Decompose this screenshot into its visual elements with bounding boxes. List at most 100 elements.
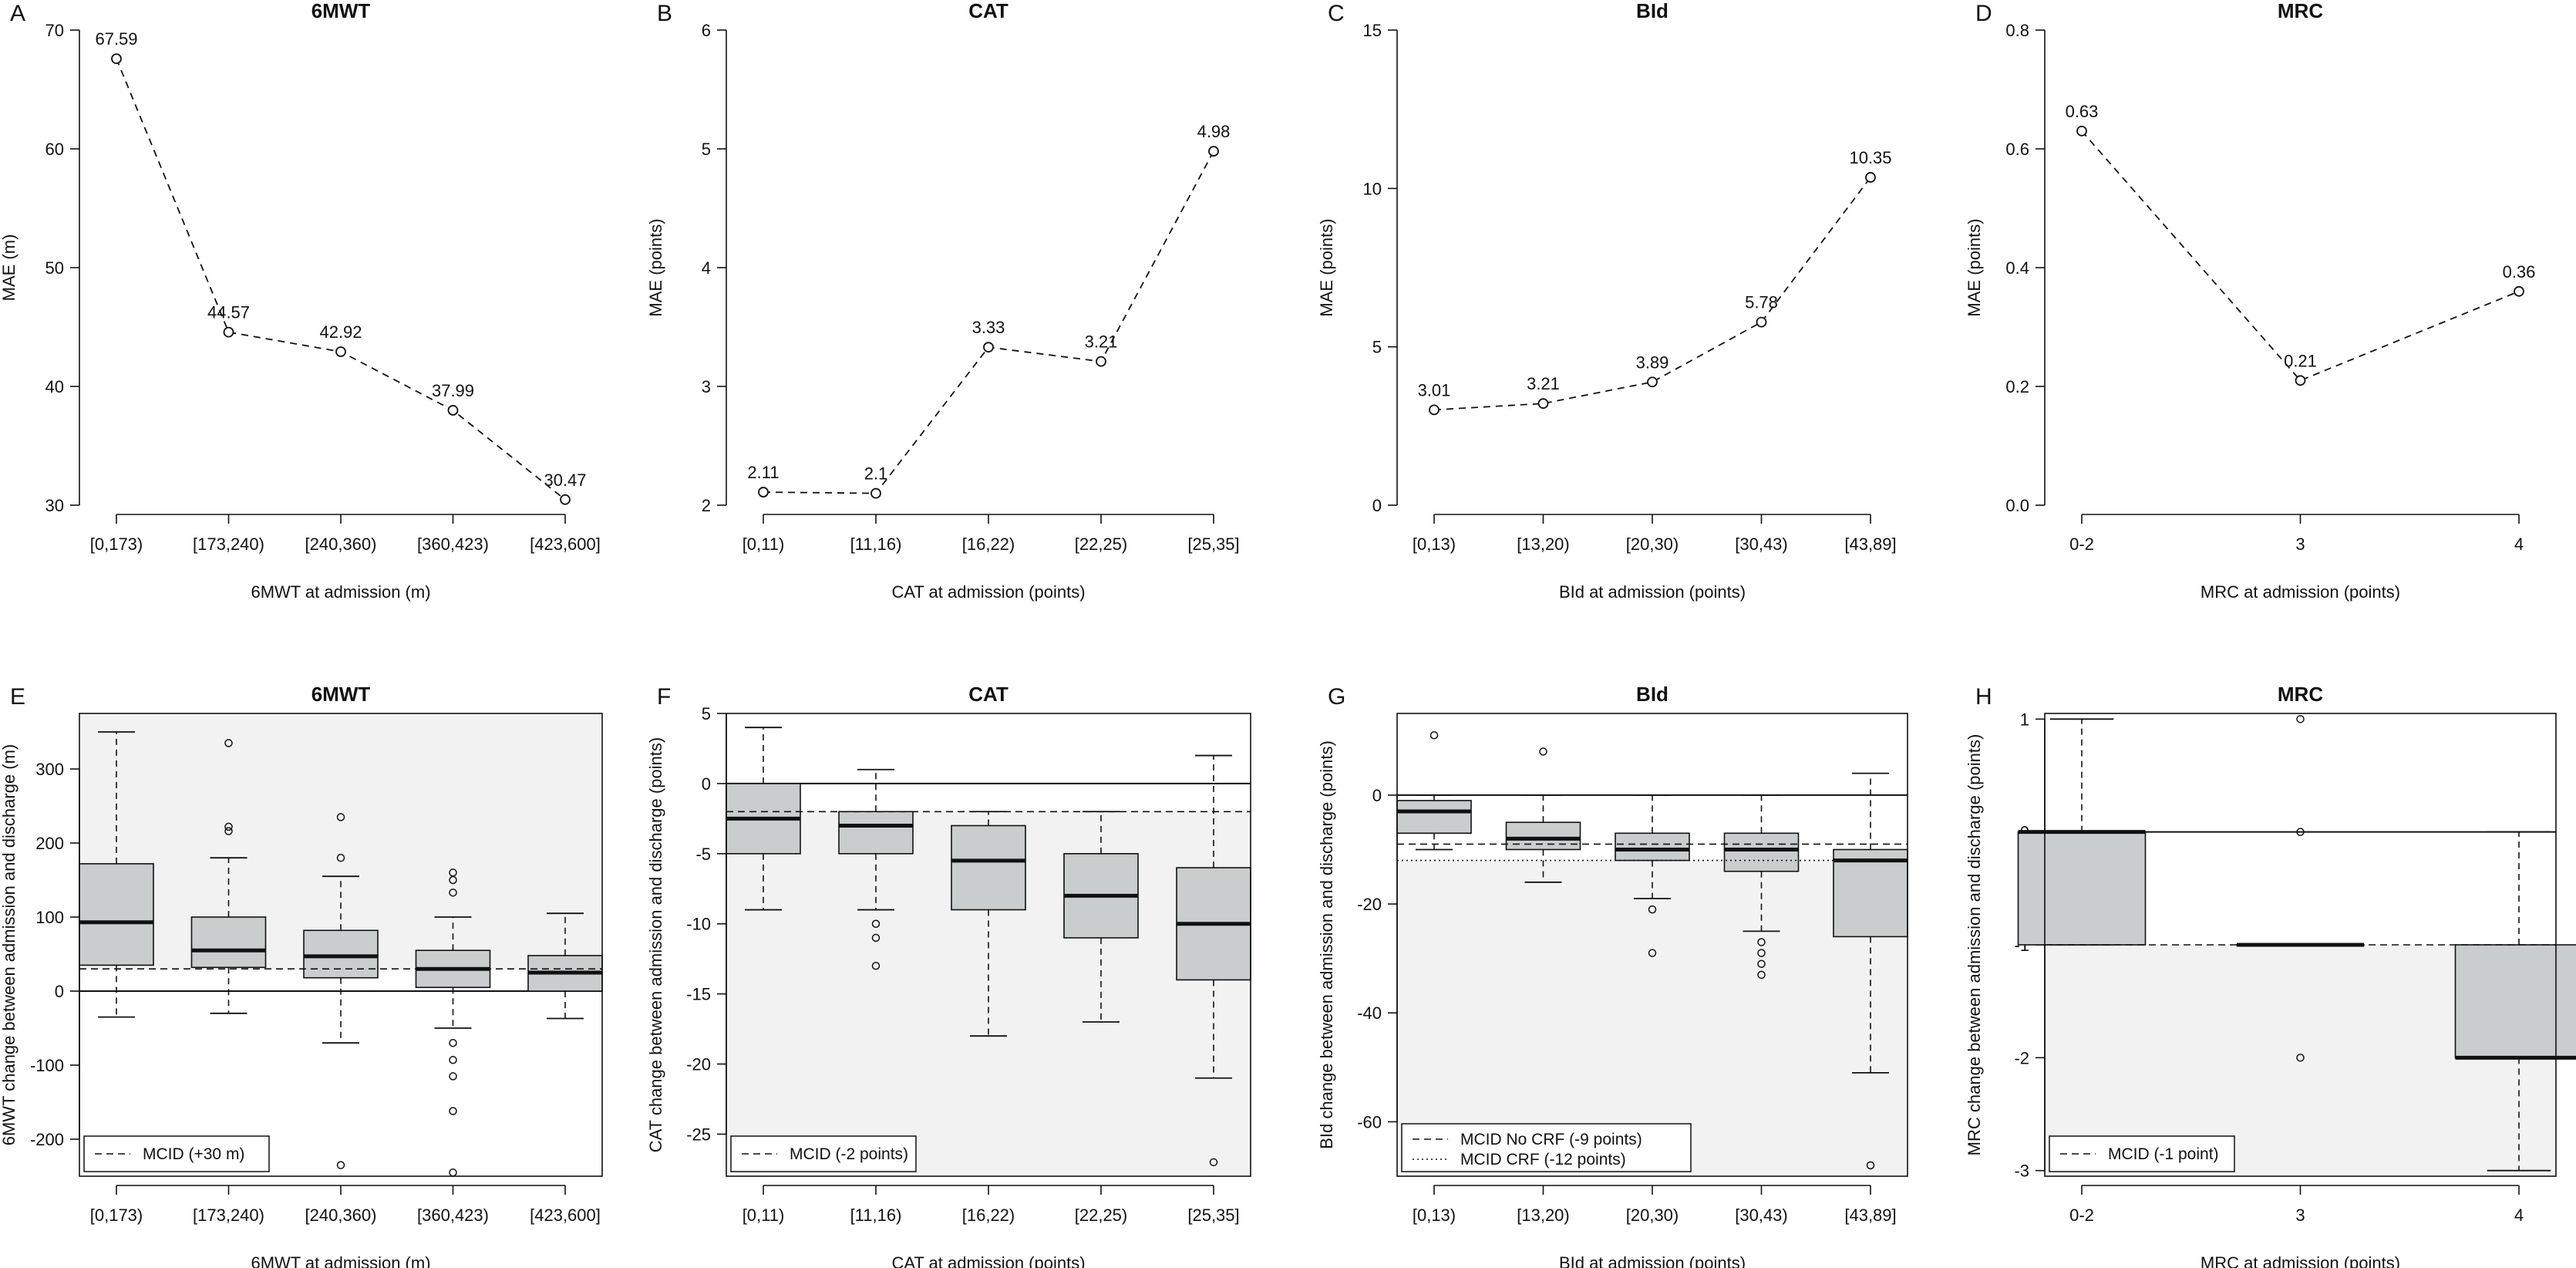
y-axis: 0.0 0.2 0.4 0.6 0.8 <box>2005 21 2046 515</box>
data-label: 44.57 <box>207 303 250 322</box>
y-tick-label: -200 <box>30 1130 64 1149</box>
outlier-point <box>1757 938 1766 946</box>
panel-title: BId <box>1636 0 1669 22</box>
x-tick-label: [423,600] <box>530 535 601 554</box>
outlier-point <box>2296 828 2305 836</box>
y-tick-label: 300 <box>35 760 64 779</box>
data-point <box>2514 285 2524 297</box>
panel-letter: C <box>1328 1 1345 26</box>
panel-letter: H <box>1975 684 1992 710</box>
outlier-point <box>336 853 345 862</box>
panel-d: D MRC 0.0 0.2 0.4 0.6 0.8 MAE (points) 0-2 3 4 MRC … <box>1965 0 2535 602</box>
iqr-box <box>1396 800 1472 835</box>
y-tick-label: 40 <box>45 377 64 396</box>
data-label: 10.35 <box>1849 148 1891 167</box>
panel-title: CAT <box>968 0 1009 22</box>
panel-title: MRC <box>2278 683 2323 706</box>
y-tick-label: 5 <box>702 704 711 723</box>
x-axis: [0,13) [13,20) [20,30) [30,43) [43,89] <box>1413 514 1897 554</box>
x-axis-title: MRC at admission (points) <box>2201 1253 2400 1268</box>
data-label: 3.89 <box>1636 352 1669 372</box>
plot-frame <box>726 713 1251 1177</box>
outlier-point <box>1757 970 1766 980</box>
y-axis: 2 3 4 5 6 <box>702 21 727 515</box>
outlier-point <box>1539 747 1547 756</box>
data-label: 2.11 <box>747 463 779 482</box>
outlier-point <box>449 1056 457 1064</box>
x-tick-label: [0,11) <box>742 1206 785 1225</box>
legend-label: MCID No CRF (-9 points) <box>1460 1131 1642 1148</box>
y-tick-label: 5 <box>702 140 711 159</box>
outlier-point <box>224 739 233 747</box>
y-tick-label: 0 <box>702 774 711 794</box>
panel-title: CAT <box>968 683 1009 706</box>
x-axis: 0-2 3 4 <box>2069 1185 2524 1225</box>
panel-letter: G <box>1328 684 1345 710</box>
outlier-point <box>1648 949 1657 957</box>
data-point <box>983 342 994 353</box>
outlier-point <box>224 827 233 835</box>
iqr-box <box>1833 848 1908 938</box>
y-axis-title: BId change between admission and dischar… <box>1317 740 1336 1149</box>
outlier-point <box>1757 949 1766 957</box>
y-axis-title: MAE (points) <box>646 218 665 316</box>
data-point <box>447 405 459 416</box>
x-axis: [0,11) [11,16) [16,22) [22,25) [25,35] <box>742 1185 1240 1225</box>
iqr-box <box>79 863 154 966</box>
x-axis-title: BId at admission (points) <box>1559 582 1746 602</box>
x-tick-label: [423,600] <box>530 1206 601 1225</box>
outlier-point <box>336 1161 345 1169</box>
data-point <box>1429 404 1440 416</box>
data-label: 0.36 <box>2503 262 2536 282</box>
outlier-point <box>449 1168 457 1177</box>
data-point <box>111 53 122 65</box>
legend-label: MCID (-2 points) <box>790 1145 908 1163</box>
y-tick-label: 1 <box>2020 710 2029 729</box>
data-label: 37.99 <box>432 381 474 400</box>
y-tick-label: 10 <box>1363 179 1382 198</box>
box-2 <box>190 739 267 1014</box>
outlier-point <box>1757 959 1766 968</box>
x-axis-title: CAT at admission (points) <box>891 1253 1085 1268</box>
y-axis: 0 5 10 15 <box>1363 21 1398 515</box>
y-tick-label: -5 <box>695 845 711 864</box>
data-label: 5.78 <box>1745 293 1778 312</box>
iqr-box <box>2454 944 2576 1059</box>
box-1 <box>2017 718 2147 946</box>
legend: MCID No CRF (-9 points) MCID CRF (-12 poi… <box>1401 1123 1692 1172</box>
y-tick-label: 0.0 <box>2005 496 2029 515</box>
x-tick-label: [13,20) <box>1517 1206 1570 1225</box>
x-tick-label: [22,25) <box>1075 1206 1128 1225</box>
x-tick-label: 4 <box>2514 535 2524 554</box>
panel-title: 6MWT <box>311 0 371 22</box>
x-axis-title: MRC at admission (points) <box>2201 582 2400 602</box>
box-2 <box>1505 747 1581 883</box>
x-tick-label: [240,360) <box>305 1206 377 1225</box>
outlier-point <box>449 1107 457 1115</box>
iqr-box <box>190 916 267 969</box>
data-label: 3.21 <box>1085 332 1118 352</box>
y-axis: -60 -40 -20 0 <box>1357 786 1398 1131</box>
x-tick-label: [20,30) <box>1626 1206 1679 1225</box>
y-tick-label: 0 <box>1372 786 1382 805</box>
y-axis-title: MRC change between admission and dischar… <box>1965 734 1984 1156</box>
mae-series-line <box>1433 177 1871 411</box>
panel-letter: E <box>10 684 25 710</box>
panel-title: BId <box>1636 683 1669 706</box>
y-tick-label: -2 <box>2014 1048 2029 1067</box>
box-1 <box>79 731 154 1018</box>
mae-series-line <box>2081 130 2520 382</box>
x-tick-label: [11,16) <box>850 535 902 554</box>
x-axis-title: CAT at admission (points) <box>891 582 1085 602</box>
x-tick-label: [173,240) <box>193 1206 264 1225</box>
data-point <box>1865 172 1876 183</box>
y-tick-label: -25 <box>686 1125 711 1144</box>
y-tick-label: 0.6 <box>2005 140 2029 159</box>
y-axis-title: MAE (points) <box>1965 218 1984 316</box>
panel-b: B CAT 2 3 4 5 6 MAE (points) [0,11) [11,16) [16,22… <box>646 0 1240 602</box>
x-tick-label: [25,35] <box>1187 1206 1239 1225</box>
x-tick-label: [20,30) <box>1626 535 1679 554</box>
x-axis: [0,173) [173,240) [240,360) [360,423) [423,6… <box>90 514 601 554</box>
iqr-box <box>838 811 914 855</box>
data-label: 3.33 <box>972 318 1005 337</box>
